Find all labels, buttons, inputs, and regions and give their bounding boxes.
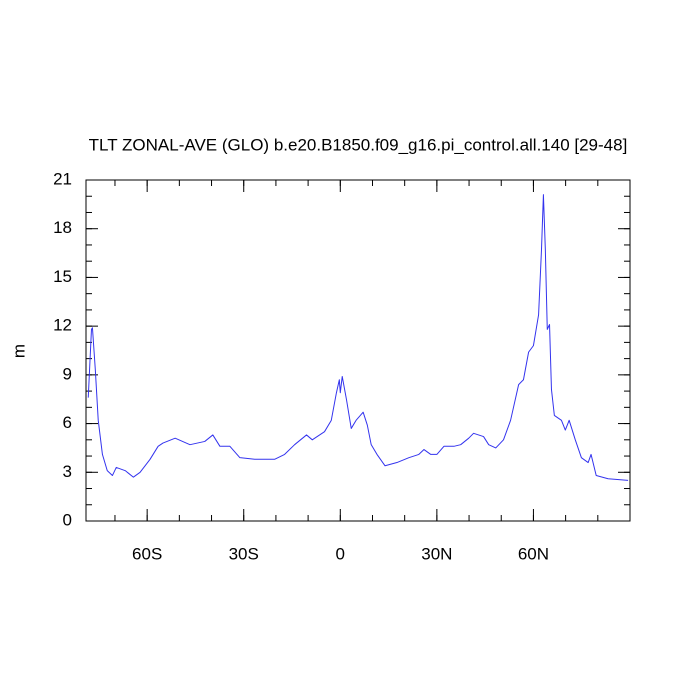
y-tick-label: 3 (63, 462, 72, 481)
y-axis-label: m (9, 344, 28, 358)
y-tick-label: 9 (63, 364, 72, 383)
x-tick-label: 60S (132, 544, 162, 563)
y-tick-label: 21 (53, 169, 72, 188)
y-tick-label: 18 (53, 218, 72, 237)
x-tick-label: 30N (421, 544, 452, 563)
y-tick-label: 12 (53, 316, 72, 335)
x-tick-label: 0 (336, 544, 345, 563)
x-tick-label: 60N (518, 544, 549, 563)
plot-frame (85, 179, 631, 522)
y-tick-label: 15 (53, 267, 72, 286)
y-tick-label: 6 (63, 413, 72, 432)
data-line (87, 194, 629, 481)
x-tick-label: 30S (229, 544, 259, 563)
y-tick-label: 0 (63, 510, 72, 529)
chart-title: TLT ZONAL-AVE (GLO) b.e20.B1850.f09_g16.… (89, 135, 628, 154)
